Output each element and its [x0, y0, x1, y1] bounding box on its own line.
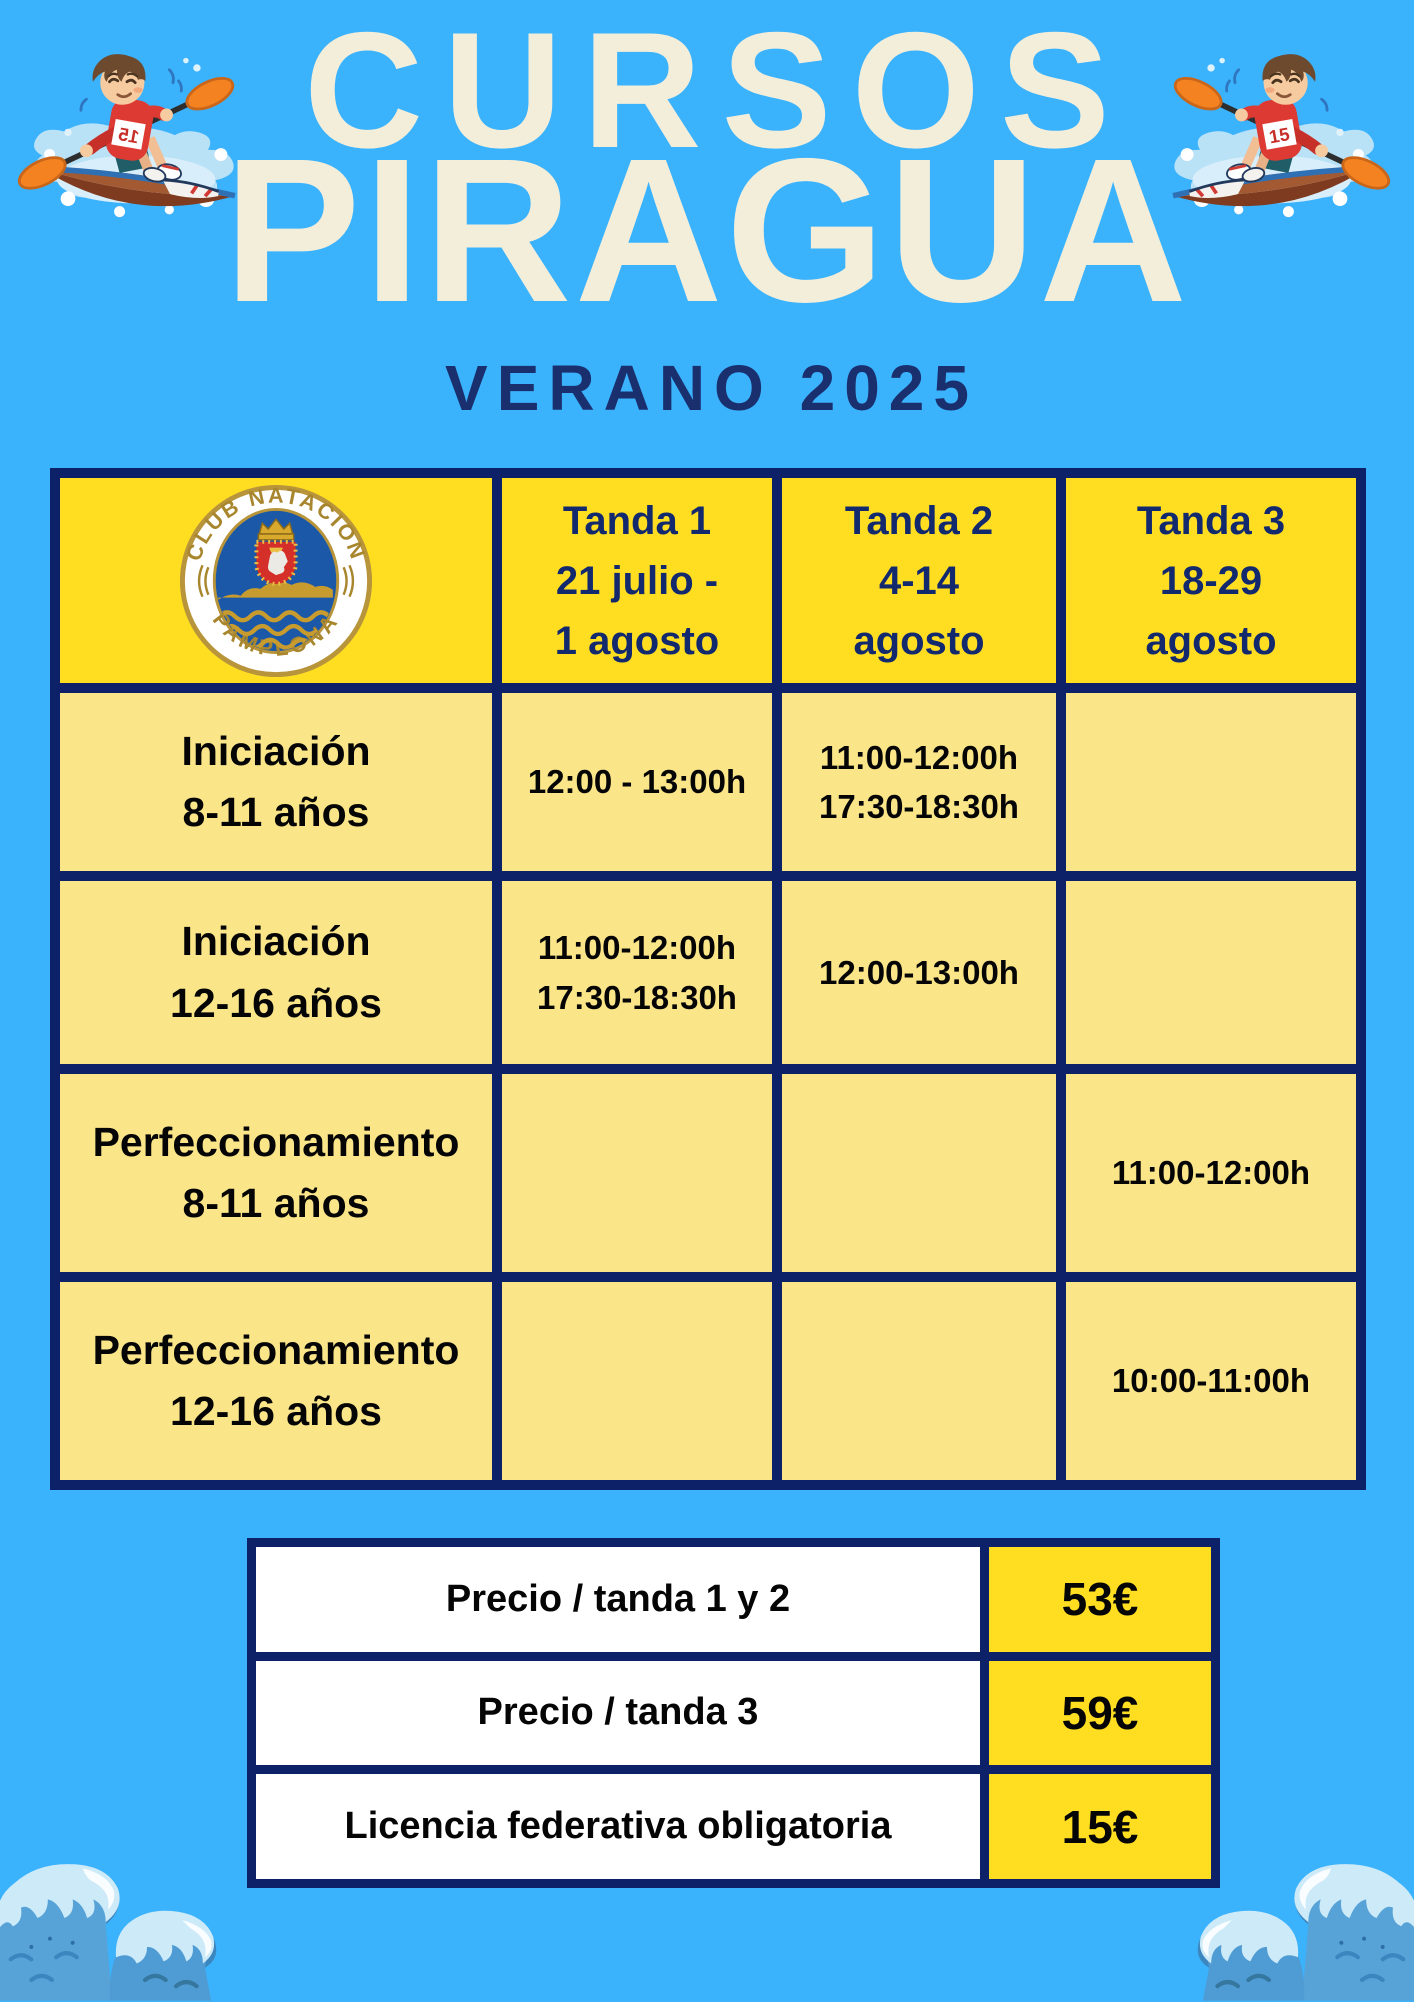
schedule-time-cell: 11:00-12:00h 17:30-18:30h	[502, 881, 772, 1064]
wave-icon	[1176, 1834, 1414, 2002]
schedule-time-cell: 12:00 - 13:00h	[502, 693, 772, 871]
schedule-row-label: Iniciación 12-16 años	[60, 881, 492, 1064]
schedule-time-cell	[502, 1282, 772, 1480]
schedule-time-cell	[782, 1282, 1056, 1480]
price-row-value: 59€	[989, 1660, 1211, 1766]
schedule-row-label: Perfeccionamiento 12-16 años	[60, 1282, 492, 1480]
schedule-header-tanda-1: Tanda 1 21 julio - 1 agosto	[502, 478, 772, 683]
schedule-header-tanda-3: Tanda 3 18-29 agosto	[1066, 478, 1356, 683]
price-row-label: Licencia federativa obligatoria	[256, 1774, 980, 1879]
wave-icon	[0, 1834, 238, 2002]
poster-title-line2: PIRAGUA	[223, 116, 1191, 345]
schedule-row-label: Iniciación 8-11 años	[60, 693, 492, 871]
schedule-time-cell	[782, 1074, 1056, 1272]
schedule-time-cell	[1066, 881, 1356, 1064]
schedule-logo-cell: CLUB NATACION PAMPLONA	[60, 478, 492, 683]
schedule-time-cell: 11:00-12:00h 17:30-18:30h	[782, 693, 1056, 871]
schedule-time-cell	[502, 1074, 772, 1272]
schedule-time-cell	[1066, 693, 1356, 871]
poster-subtitle: VERANO 2025	[445, 352, 978, 424]
price-table: Precio / tanda 1 y 2 53€ Precio / tanda …	[247, 1538, 1220, 1888]
kayaker-icon	[1144, 44, 1396, 242]
price-row-value: 53€	[989, 1547, 1211, 1652]
club-logo-icon: CLUB NATACION PAMPLONA	[179, 483, 373, 677]
schedule-table: CLUB NATACION PAMPLONA Tanda 1 21 julio …	[50, 468, 1366, 1490]
price-row-label: Precio / tanda 1 y 2	[256, 1547, 980, 1652]
schedule-time-cell: 10:00-11:00h	[1066, 1282, 1356, 1480]
schedule-time-cell: 11:00-12:00h	[1066, 1074, 1356, 1272]
price-row-label: Precio / tanda 3	[256, 1660, 980, 1766]
poster-title-line1: CURSOS	[304, 0, 1130, 182]
schedule-time-cell: 12:00-13:00h	[782, 881, 1056, 1064]
schedule-row-label: Perfeccionamiento 8-11 años	[60, 1074, 492, 1272]
kayaker-icon	[12, 44, 264, 242]
price-row-value: 15€	[989, 1774, 1211, 1879]
schedule-header-tanda-2: Tanda 2 4-14 agosto	[782, 478, 1056, 683]
